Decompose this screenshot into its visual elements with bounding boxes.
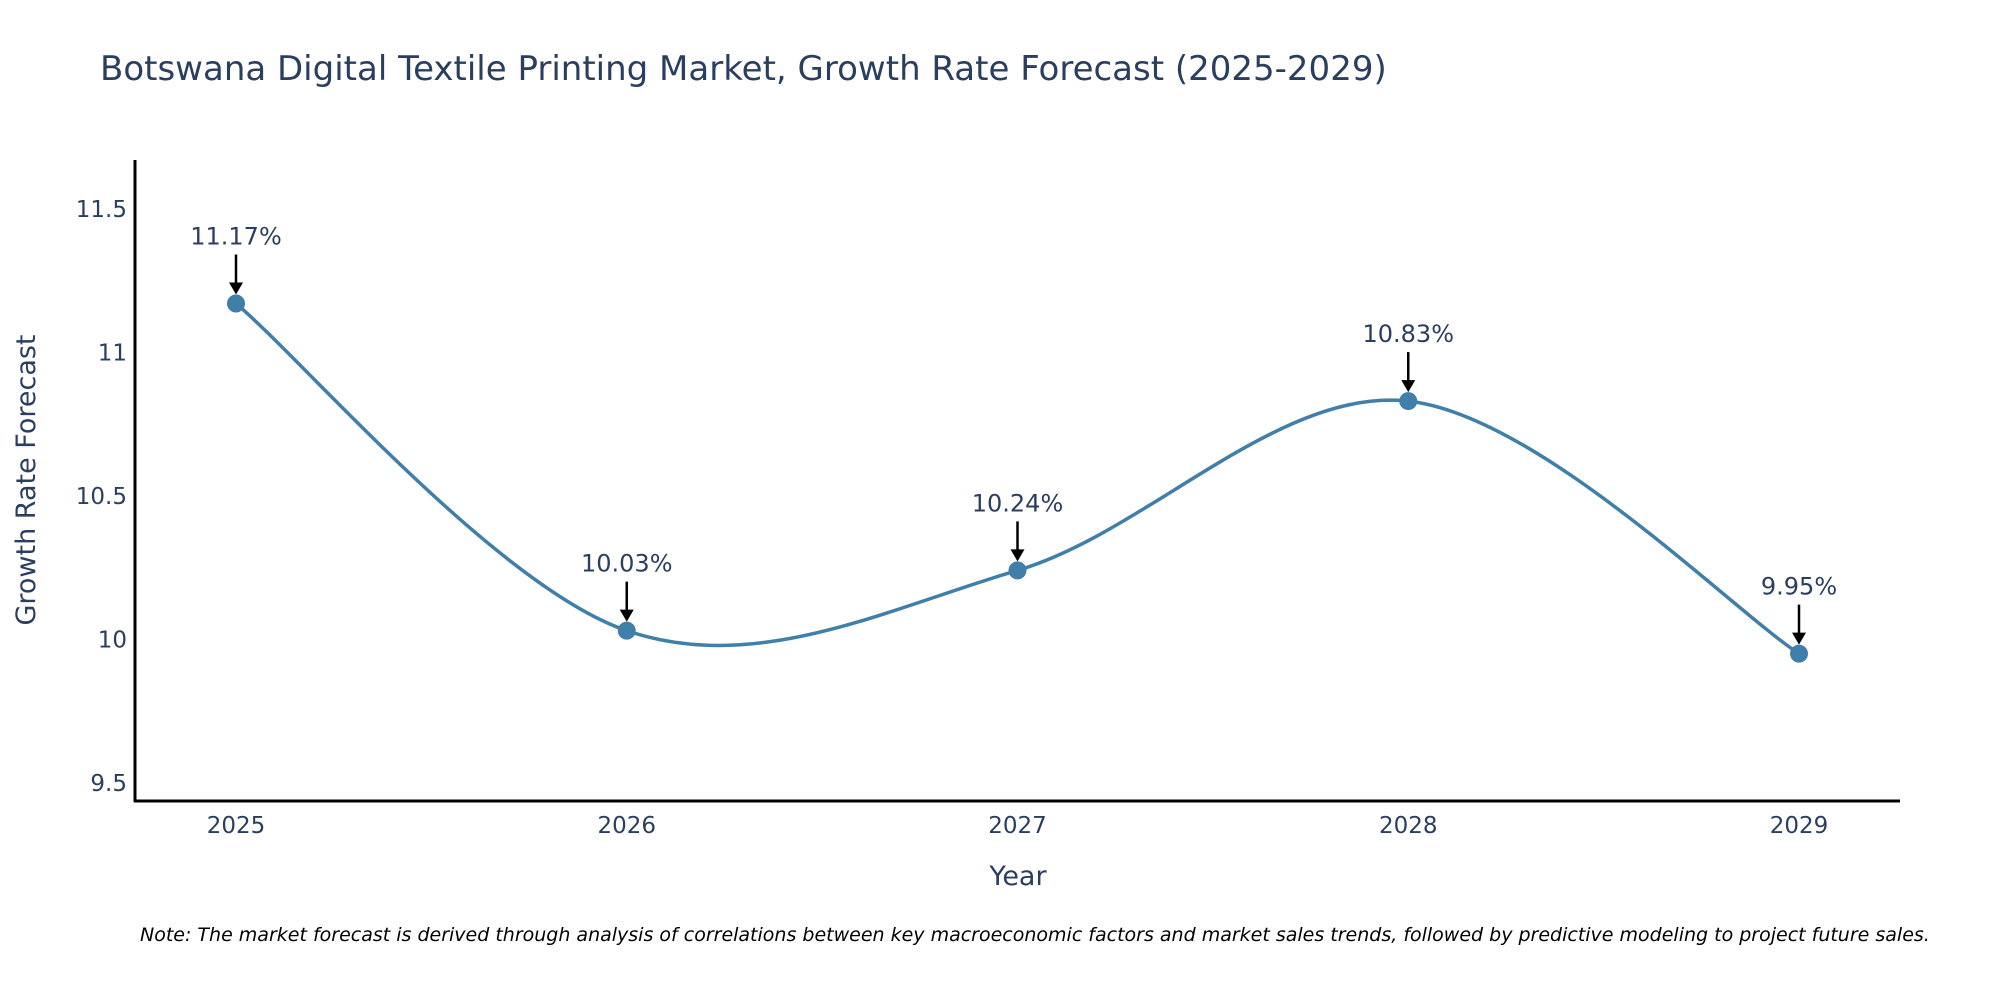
data-label: 9.95%: [1761, 573, 1837, 601]
data-point: [1399, 392, 1418, 411]
x-tick-label: 2026: [597, 813, 656, 839]
series-line: [234, 302, 1800, 656]
y-axis-ticks: 9.5 10 10.5 11 11.5: [76, 197, 127, 797]
x-axis-title: Year: [988, 861, 1047, 892]
x-tick-label: 2028: [1379, 813, 1438, 839]
data-label: 10.03%: [581, 550, 673, 578]
x-tick-label: 2029: [1770, 813, 1829, 839]
data-point: [1790, 644, 1808, 663]
data-point: [617, 621, 636, 640]
y-tick-label: 10.5: [76, 484, 127, 510]
x-tick-label: 2027: [988, 813, 1047, 839]
data-label: 10.24%: [972, 489, 1064, 517]
y-tick-label: 11: [98, 340, 127, 366]
chart-title: Botswana Digital Textile Printing Market…: [100, 49, 1387, 89]
annotation-arrowhead: [619, 609, 634, 622]
annotation-arrowhead: [1401, 380, 1416, 393]
annotation-arrowhead: [229, 282, 243, 295]
x-axis-ticks: 2025 2026 2027 2028 2029: [207, 813, 1829, 839]
chart-note: Note: The market forecast is derived thr…: [140, 924, 1930, 946]
y-tick-label: 11.5: [76, 197, 127, 223]
y-tick-label: 9.5: [90, 771, 127, 797]
data-point: [1008, 561, 1027, 580]
data-markers: [227, 294, 1808, 663]
y-tick-label: 10: [98, 627, 127, 653]
data-label: 11.17%: [190, 222, 282, 250]
data-annotations: 11.17% 10.03% 10.24% 10.83% 9.95%: [190, 222, 1837, 645]
data-point: [227, 294, 245, 313]
x-tick-label: 2025: [207, 813, 266, 839]
annotation-arrowhead: [1792, 632, 1806, 645]
data-label: 10.83%: [1362, 320, 1454, 348]
annotation-arrowhead: [1010, 549, 1025, 562]
y-axis-title: Growth Rate Forecast: [11, 334, 42, 625]
